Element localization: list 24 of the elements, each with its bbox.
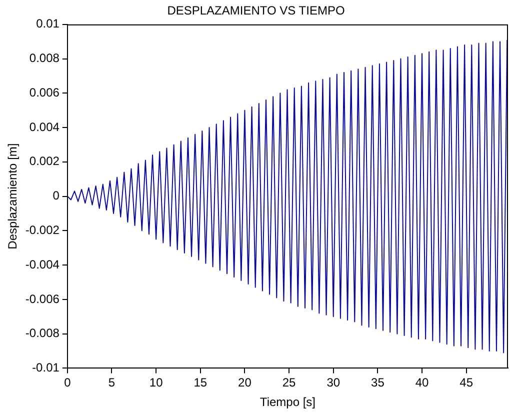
x-tick-label: 5	[108, 376, 116, 390]
y-tick-label: -0.002	[25, 222, 60, 237]
x-axis-title: Tiempo [s]	[260, 395, 316, 410]
x-tick-label: 45	[460, 376, 474, 390]
x-tick-label: 25	[282, 376, 296, 390]
y-tick-label: -0.004	[25, 257, 60, 272]
y-tick-label: -0.008	[25, 326, 60, 340]
y-tick-label: 0.01	[36, 16, 60, 31]
x-tick-label: 40	[415, 376, 430, 390]
chart-title: DESPLAZAMIENTO VS TIEMPO	[167, 4, 345, 18]
y-tick-label: 0.004	[29, 120, 60, 134]
x-tick-label: 20	[238, 376, 252, 390]
y-tick-label: 0.008	[29, 51, 60, 66]
x-tick-label: 10	[149, 376, 164, 390]
y-tick-label: 0.002	[29, 154, 60, 168]
x-tick-label: 15	[194, 376, 208, 390]
x-tick-label: 35	[371, 376, 385, 390]
y-tick-label: -0.006	[25, 292, 60, 306]
y-tick-label: 0	[52, 188, 60, 203]
x-tick-label: 0	[64, 376, 72, 390]
x-tick-label: 30	[326, 376, 340, 390]
y-tick-label: 0.006	[29, 85, 60, 100]
y-tick-label: -0.01	[32, 360, 60, 375]
y-axis-title: Desplazamiento [m]	[6, 143, 20, 250]
